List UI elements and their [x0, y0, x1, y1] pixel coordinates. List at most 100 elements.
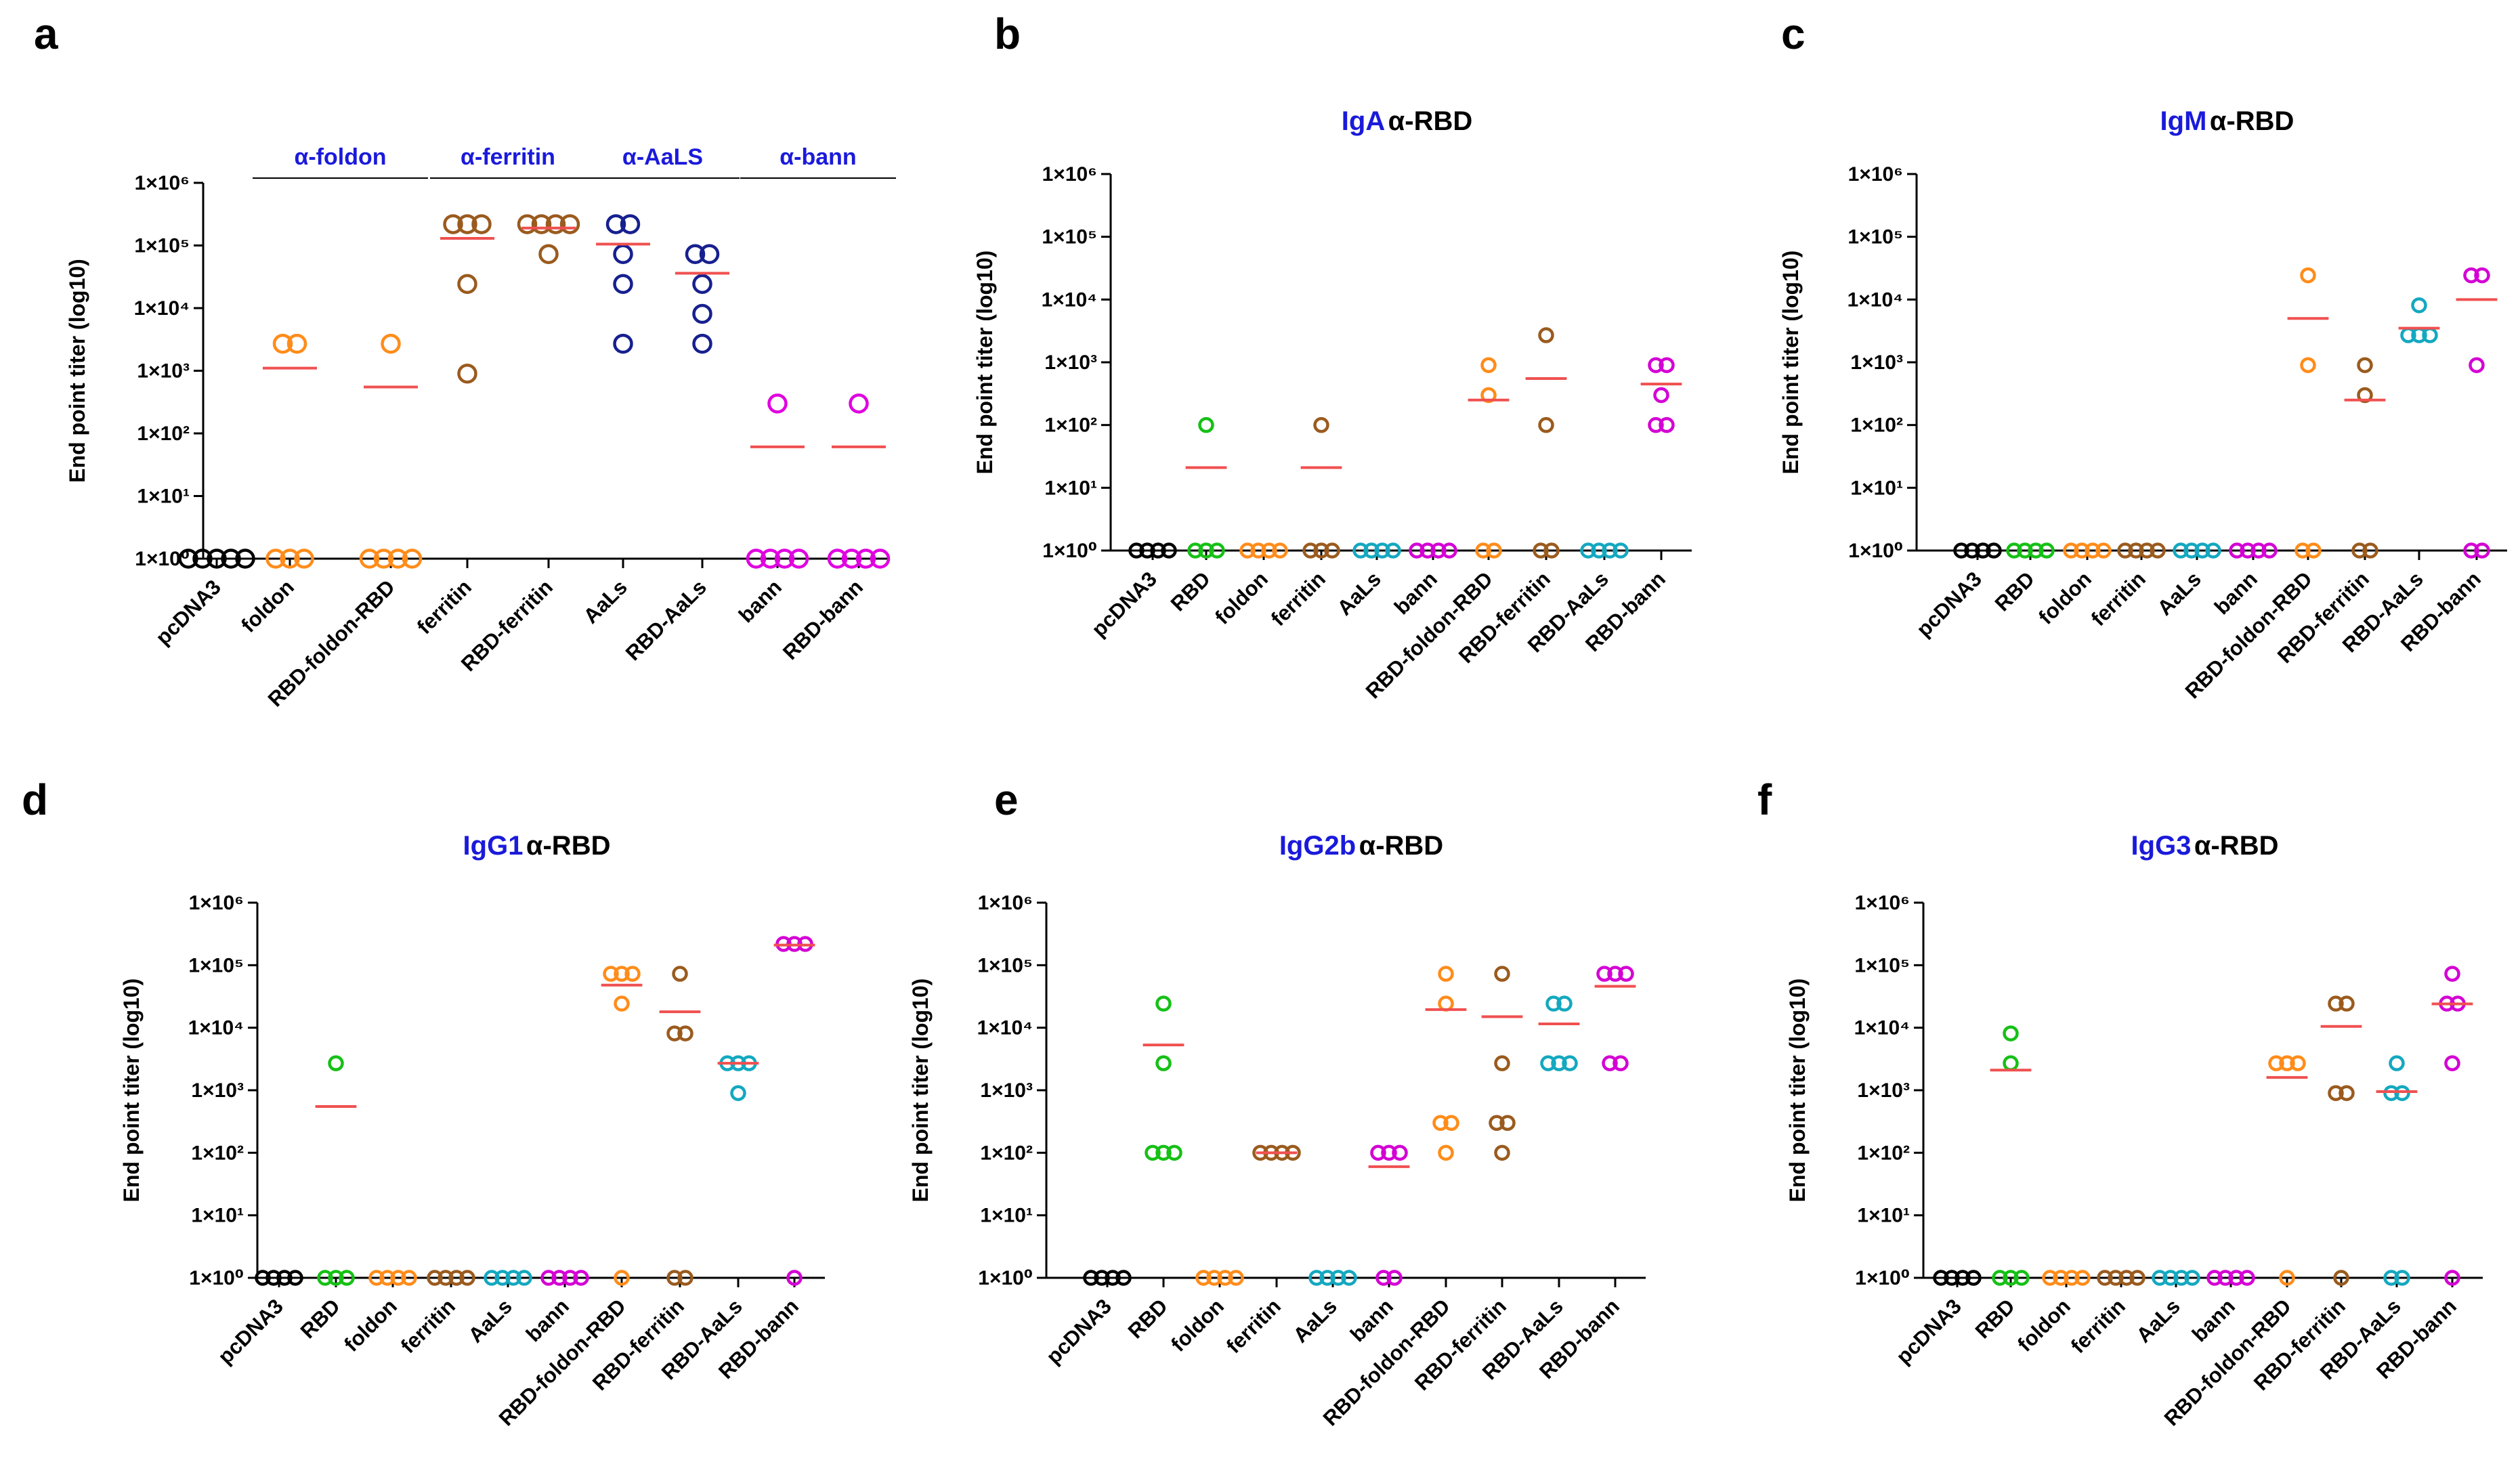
y-tick-label: 1×10⁴: [1854, 1017, 1910, 1039]
data-point: [2074, 1270, 2091, 1286]
data-point: [443, 214, 463, 234]
data-point: [2152, 1270, 2168, 1286]
x-category-label: foldon: [339, 1294, 402, 1356]
data-point: [2097, 1270, 2113, 1286]
data-point: [2013, 1270, 2030, 1286]
x-category-label: foldon: [1166, 1294, 1229, 1356]
data-point: [1648, 357, 1664, 373]
data-point: [265, 549, 286, 569]
data-point: [2294, 542, 2311, 559]
data-point: [1083, 1270, 1099, 1286]
data-point: [2206, 1270, 2223, 1286]
data-point: [2411, 297, 2427, 314]
data-point: [2333, 1270, 2349, 1286]
data-point: [1419, 542, 1436, 559]
data-point: [613, 333, 633, 354]
chart-title: IgG1 α-RBD: [463, 831, 611, 861]
y-tick-label: 1×10³: [137, 360, 190, 383]
data-point: [1438, 995, 1454, 1012]
data-point: [2351, 542, 2368, 559]
data-point: [2042, 1270, 2058, 1286]
x-category-label: foldon: [1210, 567, 1273, 629]
data-point: [2474, 542, 2490, 559]
data-point: [1489, 1115, 1505, 1132]
data-point: [774, 549, 795, 569]
data-point: [1094, 1270, 1110, 1286]
data-point: [2118, 1270, 2135, 1286]
data-point: [427, 1270, 443, 1286]
x-category-label: pcDNA3: [1042, 1294, 1116, 1369]
data-point: [1562, 1055, 1578, 1071]
y-tick-label: 1×10²: [1044, 414, 1097, 437]
data-point: [2173, 1270, 2190, 1286]
x-category-label: foldon: [236, 575, 299, 637]
y-tick-label: 1×10⁴: [977, 1017, 1033, 1039]
data-point: [437, 1270, 454, 1286]
chart-title-isotype: IgM: [2160, 106, 2207, 136]
y-tick-label: 1×10⁵: [188, 954, 244, 976]
y-tick-label: 1×10⁶: [1848, 163, 1903, 186]
data-point: [1370, 1144, 1386, 1161]
group-label: α-AaLS: [622, 144, 703, 170]
data-point: [870, 549, 891, 569]
x-category-label: ferritin: [2066, 1294, 2130, 1358]
data-point: [2339, 995, 2355, 1012]
data-point: [2469, 357, 2485, 373]
y-tick-label: 1×10¹: [1857, 1205, 1910, 1227]
data-point: [1198, 542, 1214, 559]
data-point: [1302, 542, 1319, 559]
y-tick-label: 1×10⁰: [1855, 1267, 1910, 1289]
data-point: [2383, 1270, 2399, 1286]
data-point: [1953, 542, 1969, 559]
x-category-label: RBD: [1971, 1294, 2020, 1343]
x-category-label: bann: [2210, 567, 2262, 619]
y-axis-label: End point titer (log10): [1778, 251, 1803, 475]
data-point: [1443, 1115, 1459, 1132]
data-point: [1607, 966, 1623, 982]
data-point: [1363, 542, 1380, 559]
data-point: [2129, 1270, 2145, 1286]
data-point: [2357, 357, 2373, 373]
data-point: [328, 1270, 344, 1286]
y-tick-label: 1×10⁰: [978, 1267, 1033, 1289]
data-point: [1375, 1270, 1392, 1286]
data-point: [1591, 542, 1607, 559]
y-tick-label: 1×10¹: [1850, 477, 1903, 499]
data-point: [1596, 966, 1613, 982]
data-point: [276, 1270, 293, 1286]
data-point: [339, 1270, 355, 1286]
data-point: [562, 1270, 578, 1286]
y-tick-label: 1×10¹: [980, 1205, 1033, 1227]
data-point: [2268, 1055, 2284, 1071]
panel-c: c IgM α-RBD 1×10⁰ 1×10¹ 1×10² 1×10³ 1×10⁴ 1×10⁵…: [1778, 9, 2507, 703]
data-point: [1209, 542, 1225, 559]
data-point: [2117, 542, 2133, 559]
group-label: α-foldon: [294, 144, 386, 170]
data-point: [2261, 542, 2278, 559]
data-point: [677, 1025, 693, 1041]
data-point: [767, 393, 788, 414]
data-point: [1602, 542, 1618, 559]
panel-f: f IgG3 α-RBD 1×10⁰ 1×10¹ 1×10² 1×10³ 1×10⁴ 1×10…: [1757, 775, 2483, 1430]
data-point: [2205, 542, 2221, 559]
data-point: [2229, 542, 2245, 559]
data-point: [294, 549, 314, 569]
y-tick-label: 1×10³: [1850, 351, 1903, 374]
data-point: [2383, 1085, 2399, 1101]
data-point: [2328, 1085, 2344, 1101]
data-point: [517, 214, 538, 234]
y-tick-label: 1×10⁶: [1042, 163, 1097, 186]
panel-b: b IgA α-RBD 1×10⁰ 1×10¹ 1×10² 1×10³ 1×10⁴ 1×10⁵…: [973, 9, 1692, 703]
data-point: [746, 549, 767, 569]
x-category-label: AaLs: [1333, 567, 1386, 620]
y-tick-label: 1×10⁵: [1848, 226, 1903, 249]
data-point: [381, 333, 401, 354]
panel-d: d IgG1 α-RBD 1×10⁰ 1×10¹ 1×10² 1×10³ 1×10⁴ 1×10…: [22, 775, 825, 1430]
data-point: [573, 1270, 589, 1286]
data-point: [1992, 1270, 2008, 1286]
y-tick-label: 1×10³: [1044, 351, 1097, 374]
data-point: [1432, 1115, 1449, 1132]
chart-title: IgA α-RBD: [1342, 106, 1472, 136]
data-point: [685, 244, 706, 264]
data-point: [614, 995, 630, 1012]
